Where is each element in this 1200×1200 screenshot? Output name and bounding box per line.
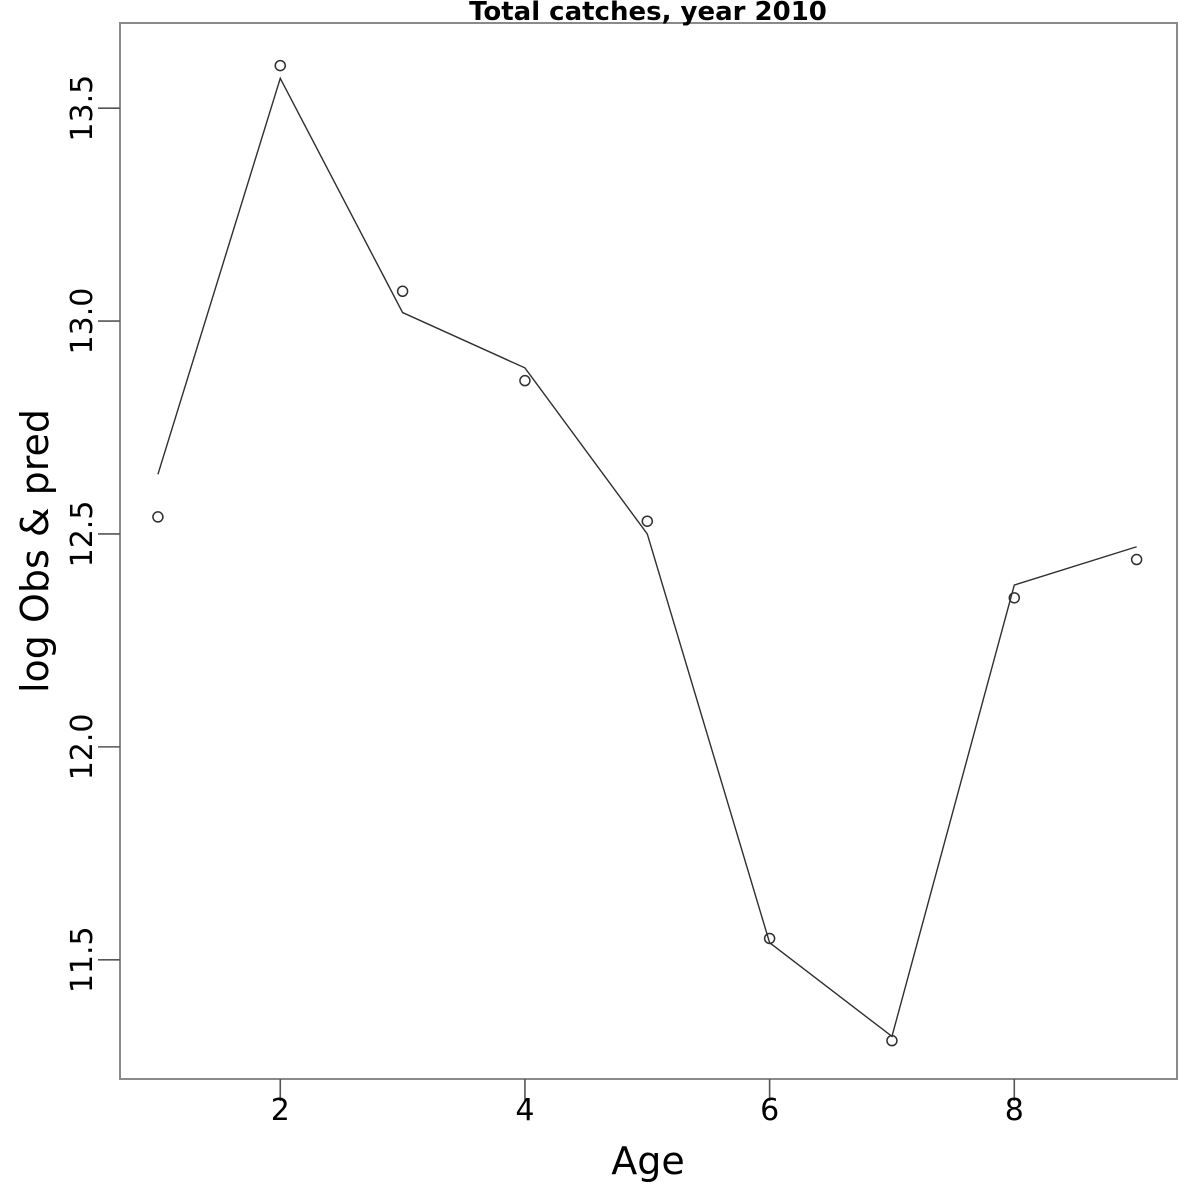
observed-point [152,511,164,523]
x-tick-label: 6 [760,1093,779,1128]
observed-point [641,515,654,527]
y-axis-ticks [98,107,120,961]
y-tick-label: 12.0 [65,713,100,780]
x-axis-title: Age [611,1139,685,1183]
x-tick-label: 8 [1005,1093,1024,1128]
y-tick-label: 11.5 [65,926,100,993]
chart-title: Total catches, year 2010 [469,0,827,27]
x-axis-ticks [279,1079,1016,1101]
y-tick-label: 13.5 [65,75,100,142]
observed-point [1008,592,1021,604]
observed-point [763,932,776,945]
predicted-line-series [157,76,1137,1038]
y-tick-label: 13.0 [65,288,100,355]
y-axis-title: log Obs & pred [13,409,57,693]
x-tick-label: 2 [271,1093,290,1128]
predicted-polyline [157,76,1137,1038]
observed-point [274,59,287,72]
y-axis-tick-labels: 11.5 12.0 12.5 13.0 13.5 [65,75,100,993]
observed-points-series [152,59,1143,1047]
plot-border [119,22,1178,1080]
observed-point [886,1034,898,1047]
y-tick-label: 12.5 [65,501,100,568]
observed-point [396,285,409,298]
x-tick-label: 4 [515,1093,534,1128]
x-axis-tick-labels: 2 4 6 8 [271,1093,1024,1128]
observed-point [519,374,531,387]
observed-point [1130,553,1143,566]
